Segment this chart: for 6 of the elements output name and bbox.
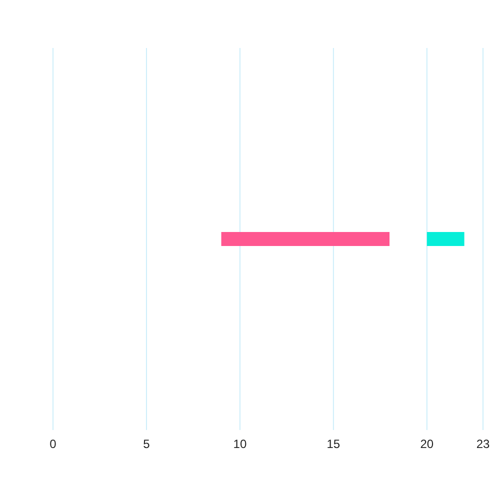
x-tick-label: 20: [420, 437, 434, 451]
x-tick-label: 23: [476, 437, 490, 451]
x-tick-label: 15: [326, 437, 340, 451]
x-tick-label: 0: [50, 437, 57, 451]
x-tick-label: 10: [233, 437, 247, 451]
x-tick-label: 5: [143, 437, 150, 451]
